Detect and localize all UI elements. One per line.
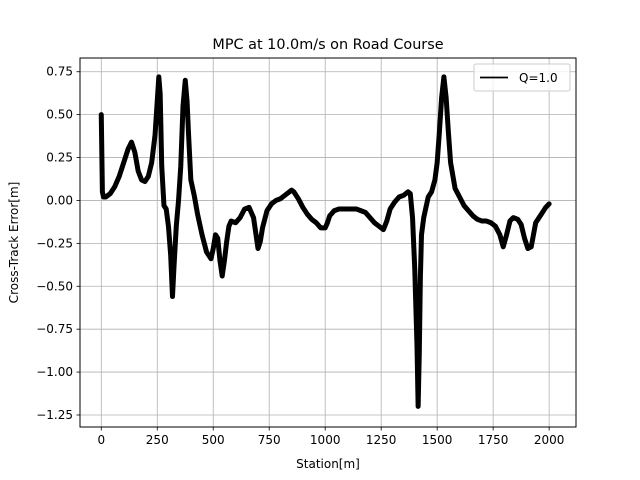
chart-title: MPC at 10.0m/s on Road Course xyxy=(212,37,443,53)
y-tick-label: −0.25 xyxy=(36,236,73,250)
x-tick-label: 1750 xyxy=(478,433,509,447)
x-tick-label: 2000 xyxy=(534,433,565,447)
y-tick-label: −0.75 xyxy=(36,322,73,336)
y-tick-label: −1.25 xyxy=(36,408,73,422)
legend: Q=1.0 xyxy=(473,63,571,92)
x-tick-label: 1000 xyxy=(310,433,341,447)
y-tick-label: 0.50 xyxy=(46,108,73,122)
x-tick-label: 500 xyxy=(202,433,225,447)
ticks: 0 250 500 750 1000 1250 1500 1750 2000 0.75 0.50 0.… xyxy=(36,65,564,447)
x-tick-label: 1250 xyxy=(366,433,397,447)
x-tick-label: 250 xyxy=(146,433,169,447)
plot-area xyxy=(98,74,552,409)
legend-box xyxy=(473,63,571,92)
x-tick-label: 1500 xyxy=(422,433,453,447)
y-tick-label: −0.50 xyxy=(36,279,73,293)
y-axis-title: Cross-Track Error[m] xyxy=(7,182,21,304)
x-tick-label: 0 xyxy=(97,433,105,447)
series-line-q-1-0 xyxy=(98,74,552,409)
y-tick-label: 0.25 xyxy=(46,151,73,165)
legend-entry-q-1-0: Q=1.0 xyxy=(519,71,558,85)
y-tick-label: 0.75 xyxy=(46,65,73,79)
x-tick-label: 750 xyxy=(258,433,281,447)
y-tick-label: 0.00 xyxy=(46,193,73,207)
y-tick-label: −1.00 xyxy=(36,365,73,379)
x-axis-title: Station[m] xyxy=(296,457,360,471)
axes-frame xyxy=(79,57,577,428)
